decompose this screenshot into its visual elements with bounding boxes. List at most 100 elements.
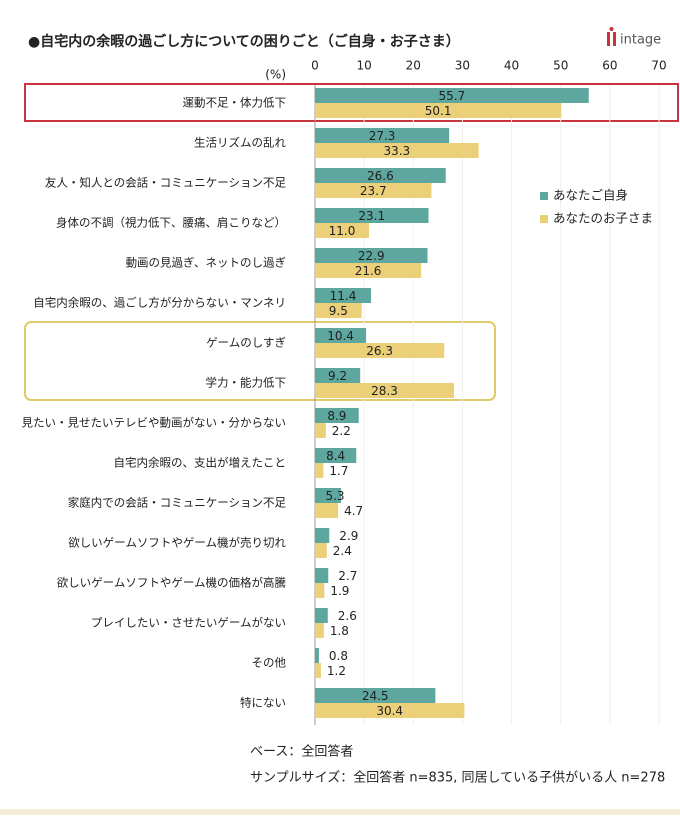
value-label: 2.9 [339,529,358,543]
bar [315,688,436,703]
value-label: 10.4 [327,329,354,343]
highlight-box [24,83,679,122]
logo-icon [609,27,614,31]
x-tick-label: 0 [311,59,319,73]
bar [315,143,479,158]
bar [315,303,362,318]
value-label: 33.3 [383,144,410,158]
note: ベース：全回答者 [250,744,353,760]
x-tick-label: 50 [553,59,568,73]
bar [315,263,422,278]
value-label: 28.3 [371,384,398,398]
category-label: 家庭内での会話・コミュニケーション不足 [68,496,287,510]
value-label: 5.3 [325,489,344,503]
bar [315,528,330,543]
value-label: 1.8 [330,624,349,638]
bar [315,223,370,238]
value-label: 22.9 [358,249,385,263]
value-label: 9.2 [328,369,347,383]
bar [315,328,367,343]
logo: intage [607,27,661,48]
bar [315,623,324,638]
logo-icon [607,32,610,46]
value-label: 26.3 [366,344,393,358]
value-label: 2.2 [332,424,351,438]
bar [315,408,359,423]
bar [315,103,562,118]
value-label: 9.5 [329,304,348,318]
unit-label: (%) [265,68,286,82]
bar [315,448,357,463]
value-label: 2.6 [338,609,357,623]
bar [315,168,446,183]
value-label: 1.2 [327,664,346,678]
value-label: 1.7 [329,464,348,478]
bar [315,208,429,223]
bar [315,503,339,518]
bar [315,88,589,103]
category-label: 身体の不調（視力低下、腰痛、肩こりなど） [56,216,286,230]
bar [315,543,327,558]
highlight-box [24,321,496,401]
value-label: 1.9 [330,584,349,598]
bar [315,488,342,503]
bar [315,608,328,623]
bar [315,248,428,263]
category-label: 自宅内余暇の、支出が増えたこと [114,456,287,470]
bar [315,463,324,478]
value-label: 11.0 [329,224,356,238]
value-label: 8.4 [326,449,345,463]
value-label: 26.6 [367,169,394,183]
legend-label: あなたご自身 [553,188,628,203]
logo-icon [613,32,616,46]
value-label: 11.4 [330,289,357,303]
category-label: その他 [252,656,287,670]
bar [315,383,455,398]
value-label: 30.4 [376,704,403,718]
x-tick-label: 40 [504,59,519,73]
x-tick-label: 60 [602,59,617,73]
value-label: 4.7 [344,504,363,518]
x-tick-label: 30 [455,59,470,73]
category-label: 友人・知人との会話・コミュニケーション不足 [45,176,287,190]
value-label: 55.7 [439,89,466,103]
chart-title: ●自宅内の余暇の過ごし方についての困りごと（ご自身・お子さま） [28,33,460,50]
category-label: 欲しいゲームソフトやゲーム機の価格が高騰 [57,576,287,590]
category-label: 特にない [240,696,286,710]
bar [315,568,329,583]
value-label: 2.7 [338,569,357,583]
logo-text: intage [620,33,661,48]
category-label: 自宅内余暇の、過ごし方が分からない・マンネリ [33,296,286,310]
bar [315,663,321,678]
value-label: 27.3 [369,129,396,143]
category-label: プレイしたい・させたいゲームがない [91,616,286,630]
category-label: 動画の見過ぎ、ネットのし過ぎ [126,256,286,270]
category-label: 運動不足・体力低下 [183,96,287,110]
value-label: 8.9 [327,409,346,423]
bar [315,288,372,303]
category-label: ゲームのしすぎ [206,336,286,350]
bar [315,648,319,663]
x-tick-label: 20 [406,59,421,73]
x-tick-label: 70 [651,59,666,73]
bar [315,183,432,198]
category-label: 学力・能力低下 [206,376,287,390]
value-label: 0.8 [329,649,348,663]
legend-swatch [540,192,548,200]
value-label: 21.6 [355,264,382,278]
value-label: 50.1 [425,104,452,118]
legend-label: あなたのお子さま [553,211,653,226]
legend-swatch [540,215,548,223]
bar [315,703,465,718]
category-label: 見たい・見せたいテレビや動画がない・分からない [22,416,287,430]
category-label: 生活リズムの乱れ [194,136,286,150]
bar [315,583,325,598]
bar [315,343,445,358]
value-label: 23.7 [360,184,387,198]
value-label: 24.5 [362,689,389,703]
value-label: 23.1 [358,209,385,223]
note: サンプルサイズ：全回答者 n=835, 同居している子供がいる人 n=278 [250,770,665,786]
category-label: 欲しいゲームソフトやゲーム機が売り切れ [68,536,286,550]
bar [315,128,450,143]
